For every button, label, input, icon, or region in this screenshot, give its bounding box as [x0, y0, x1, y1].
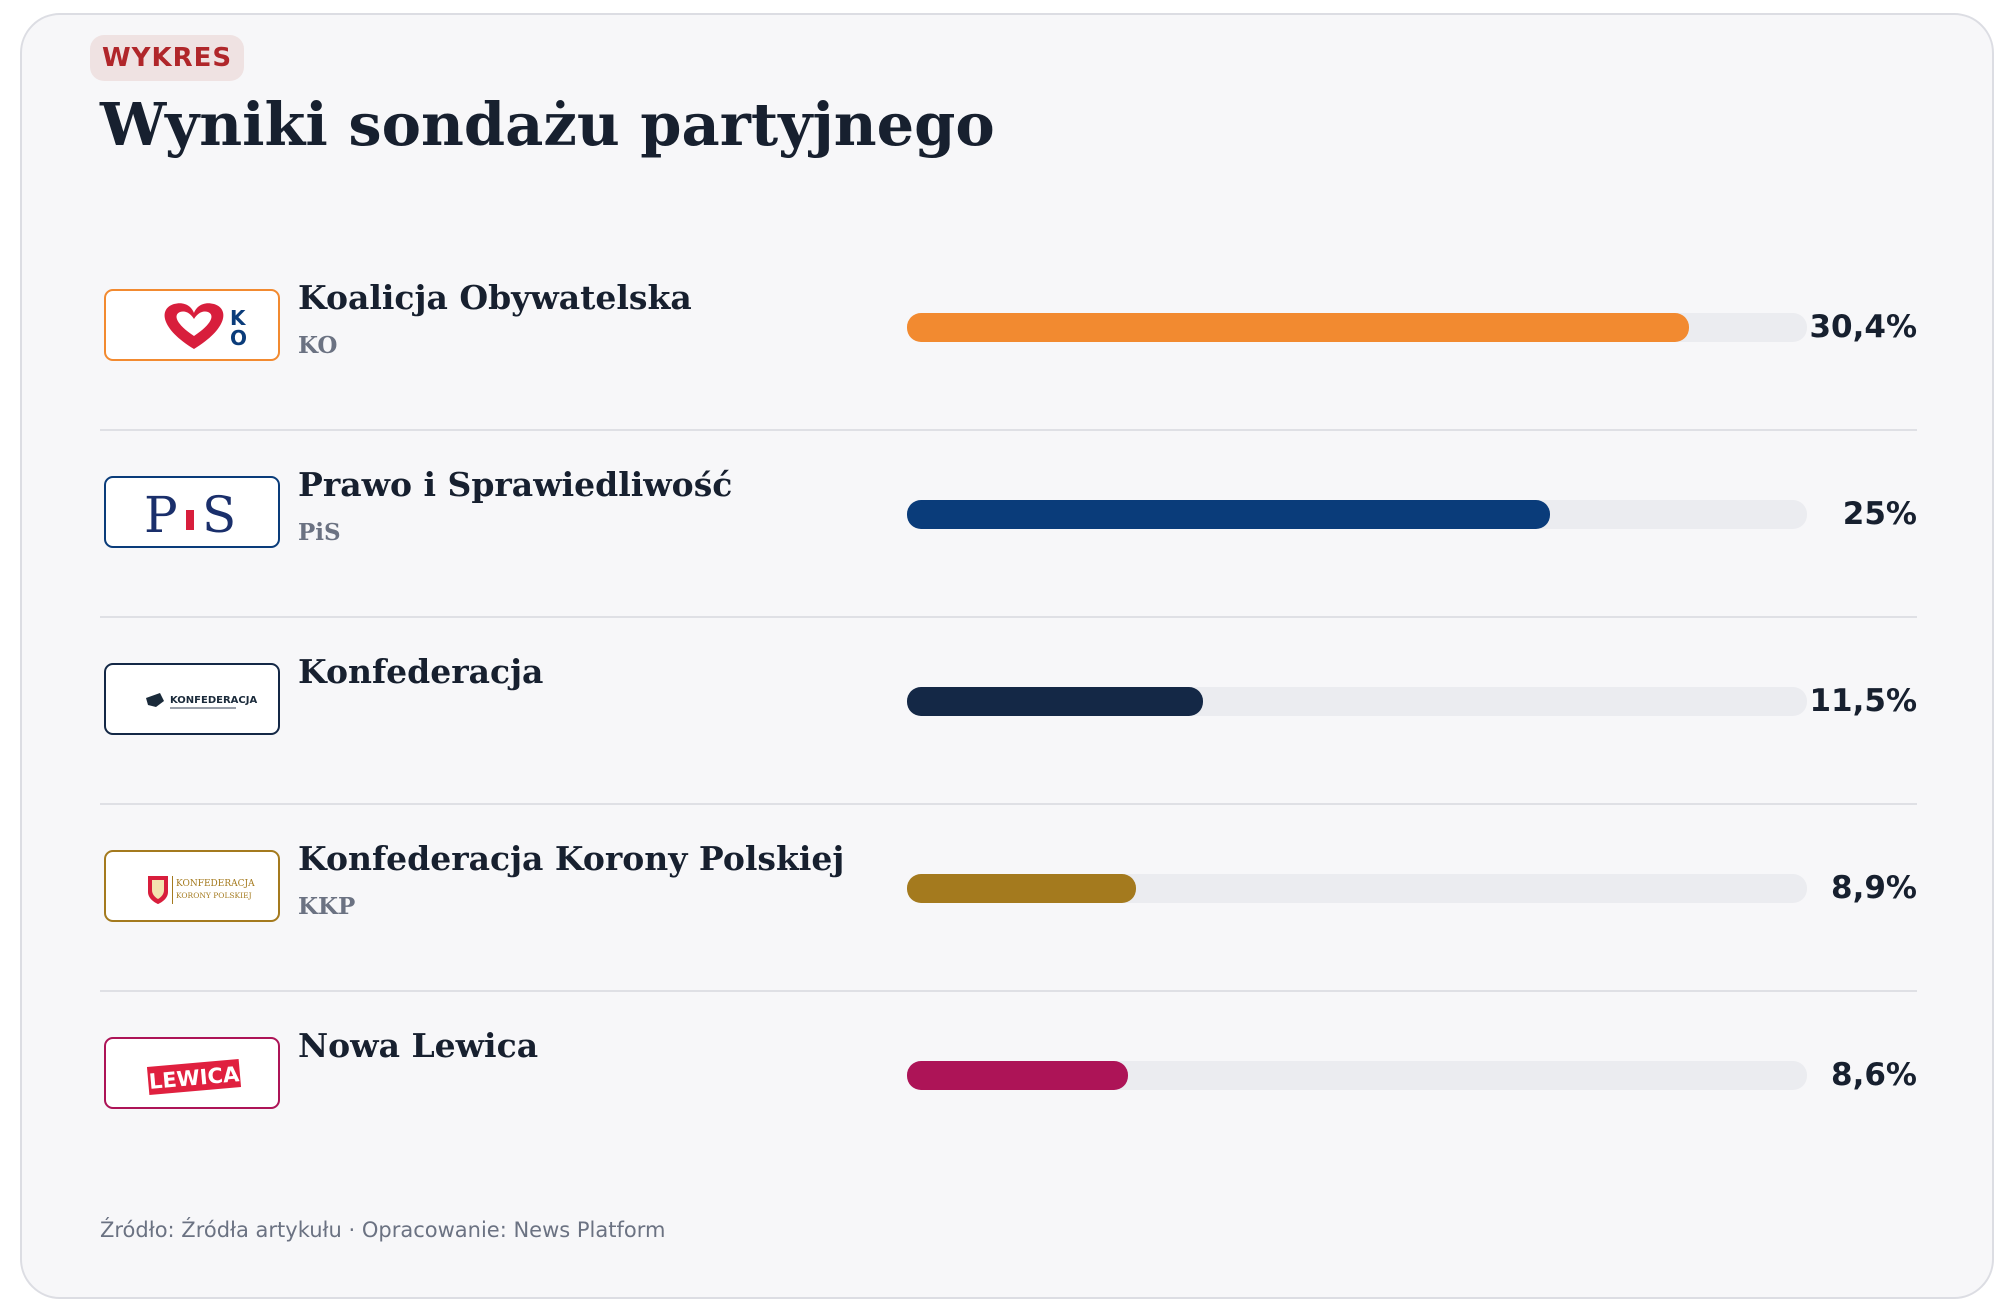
ko-heart-logo: K O	[104, 289, 280, 361]
bar	[907, 313, 1689, 342]
svg-text:P: P	[144, 486, 178, 544]
bar-track	[907, 1061, 1807, 1090]
pis-logo: P S	[104, 476, 280, 548]
category-label: Konfederacja	[298, 652, 544, 691]
bar	[907, 500, 1550, 529]
svg-text:O: O	[230, 326, 247, 350]
row-divider	[100, 803, 1917, 805]
chart-badge: WYKRES	[90, 35, 245, 81]
source-note: Źródło: Źródła artykułu · Opracowanie: N…	[100, 1218, 666, 1242]
chart-title: Wyniki sondażu partyjnego	[100, 90, 995, 159]
bar-row: P S Prawo i Sprawiedliwość PiS 25%	[100, 430, 1917, 616]
bar-track	[907, 687, 1807, 716]
category-abbreviation: PiS	[298, 519, 341, 546]
category-label: Nowa Lewica	[298, 1026, 539, 1065]
bar-row: K O Koalicja Obywatelska KO 30,4%	[100, 243, 1917, 429]
row-divider	[100, 616, 1917, 618]
bar-row: LEWICA Nowa Lewica 8,6%	[100, 991, 1917, 1177]
bar	[907, 874, 1136, 903]
bar-row: KONFEDERACJA KORONY POLSKIEJ Konfederacj…	[100, 804, 1917, 990]
category-label: Koalicja Obywatelska	[298, 278, 692, 317]
bar	[907, 687, 1203, 716]
row-divider	[100, 990, 1917, 992]
svg-text:K: K	[230, 306, 247, 330]
bar	[907, 1061, 1128, 1090]
bar-track	[907, 313, 1807, 342]
bar-track	[907, 874, 1807, 903]
svg-text:KORONY POLSKIEJ: KORONY POLSKIEJ	[176, 891, 252, 900]
kkp-logo: KONFEDERACJA KORONY POLSKIEJ	[104, 850, 280, 922]
value-label: 11,5%	[1809, 683, 1917, 719]
category-abbreviation: KKP	[298, 893, 356, 920]
value-label: 30,4%	[1809, 309, 1917, 345]
svg-text:KONFEDERACJA: KONFEDERACJA	[170, 695, 257, 706]
category-label: Prawo i Sprawiedliwość	[298, 465, 733, 504]
category-abbreviation: KO	[298, 332, 338, 359]
bar-row: KONFEDERACJA Konfederacja 11,5%	[100, 617, 1917, 803]
lewica-logo: LEWICA	[104, 1037, 280, 1109]
value-label: 8,6%	[1831, 1057, 1917, 1093]
value-label: 8,9%	[1831, 870, 1917, 906]
svg-text:KONFEDERACJA: KONFEDERACJA	[176, 879, 255, 889]
value-label: 25%	[1842, 496, 1917, 532]
row-divider	[100, 429, 1917, 431]
svg-text:S: S	[202, 486, 236, 544]
konfederacja-logo: KONFEDERACJA	[104, 663, 280, 735]
bar-track	[907, 500, 1807, 529]
category-label: Konfederacja Korony Polskiej	[298, 839, 845, 878]
